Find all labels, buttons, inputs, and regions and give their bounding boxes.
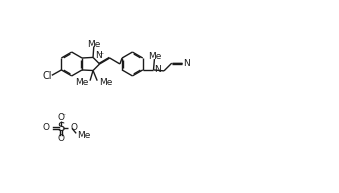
Text: N: N — [95, 51, 102, 60]
Text: Me: Me — [76, 78, 89, 87]
Text: Me: Me — [148, 52, 161, 61]
Text: O: O — [57, 113, 64, 122]
Text: N: N — [155, 65, 161, 74]
Text: O: O — [43, 123, 50, 132]
Text: N: N — [183, 59, 190, 68]
Text: Me: Me — [77, 130, 91, 140]
Text: O: O — [71, 123, 78, 132]
Text: Me: Me — [87, 40, 100, 49]
Text: O: O — [57, 134, 64, 143]
Text: Me: Me — [99, 78, 112, 87]
Text: +: + — [98, 51, 104, 56]
Text: ⁻: ⁻ — [61, 112, 65, 121]
Text: S: S — [57, 121, 65, 134]
Text: Cl: Cl — [42, 71, 52, 81]
